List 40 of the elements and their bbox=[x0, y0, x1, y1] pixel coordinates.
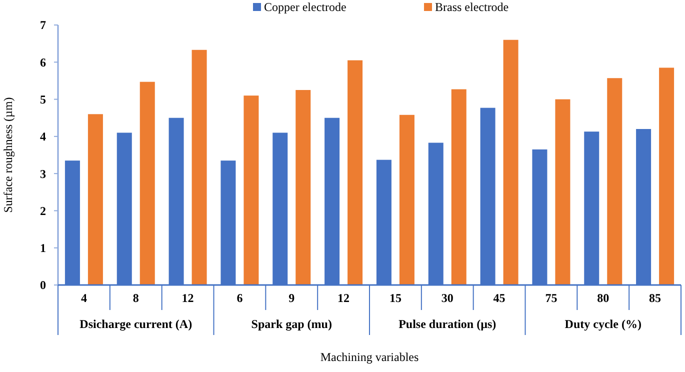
bar bbox=[140, 82, 155, 285]
y-tick-label: 0 bbox=[40, 278, 46, 292]
text: Spark gap (mu) bbox=[251, 317, 332, 331]
bar bbox=[296, 90, 311, 285]
bar bbox=[348, 60, 363, 285]
bar bbox=[88, 114, 103, 285]
y-axis-title: Surface roughness (µm) bbox=[1, 97, 15, 213]
x-tick-label: 85 bbox=[649, 291, 662, 305]
bar bbox=[244, 96, 259, 285]
x-tick-label: 6 bbox=[236, 291, 243, 305]
x-tick-label: 45 bbox=[493, 291, 506, 305]
bar bbox=[659, 68, 674, 285]
x-tick-label: 30 bbox=[441, 291, 454, 305]
bar bbox=[451, 89, 466, 285]
x-tick-label: 12 bbox=[182, 291, 194, 305]
text: Duty cycle (%) bbox=[564, 317, 642, 331]
bar bbox=[555, 99, 570, 285]
x-tick-label: 75 bbox=[545, 291, 558, 305]
x-tick-label: 80 bbox=[597, 291, 610, 305]
y-tick-label: 2 bbox=[40, 204, 46, 218]
legend-label: Brass electrode bbox=[435, 0, 509, 14]
bar bbox=[192, 50, 207, 285]
text: Pulse duration (µs) bbox=[398, 317, 496, 331]
y-tick-label: 3 bbox=[40, 166, 46, 181]
x-tick-label: 15 bbox=[389, 291, 402, 305]
x-tick-label: 8 bbox=[132, 291, 139, 305]
legend-label: Copper electrode bbox=[264, 0, 346, 14]
bar bbox=[399, 114, 414, 285]
bar bbox=[503, 40, 518, 285]
x-tick-label: 12 bbox=[338, 291, 350, 305]
y-tick-label: 4 bbox=[40, 130, 46, 144]
x-tick-label: 4 bbox=[80, 291, 87, 305]
y-tick-label: 6 bbox=[40, 55, 46, 70]
y-tick-label: 7 bbox=[40, 18, 46, 32]
x-axis-title: Machining variables bbox=[320, 350, 419, 364]
y-tick-label: 1 bbox=[40, 241, 46, 256]
bar bbox=[607, 78, 622, 285]
y-tick-label: 5 bbox=[40, 92, 46, 106]
x-tick-label: 9 bbox=[288, 291, 295, 305]
text: Dsicharge current (A) bbox=[80, 317, 192, 331]
